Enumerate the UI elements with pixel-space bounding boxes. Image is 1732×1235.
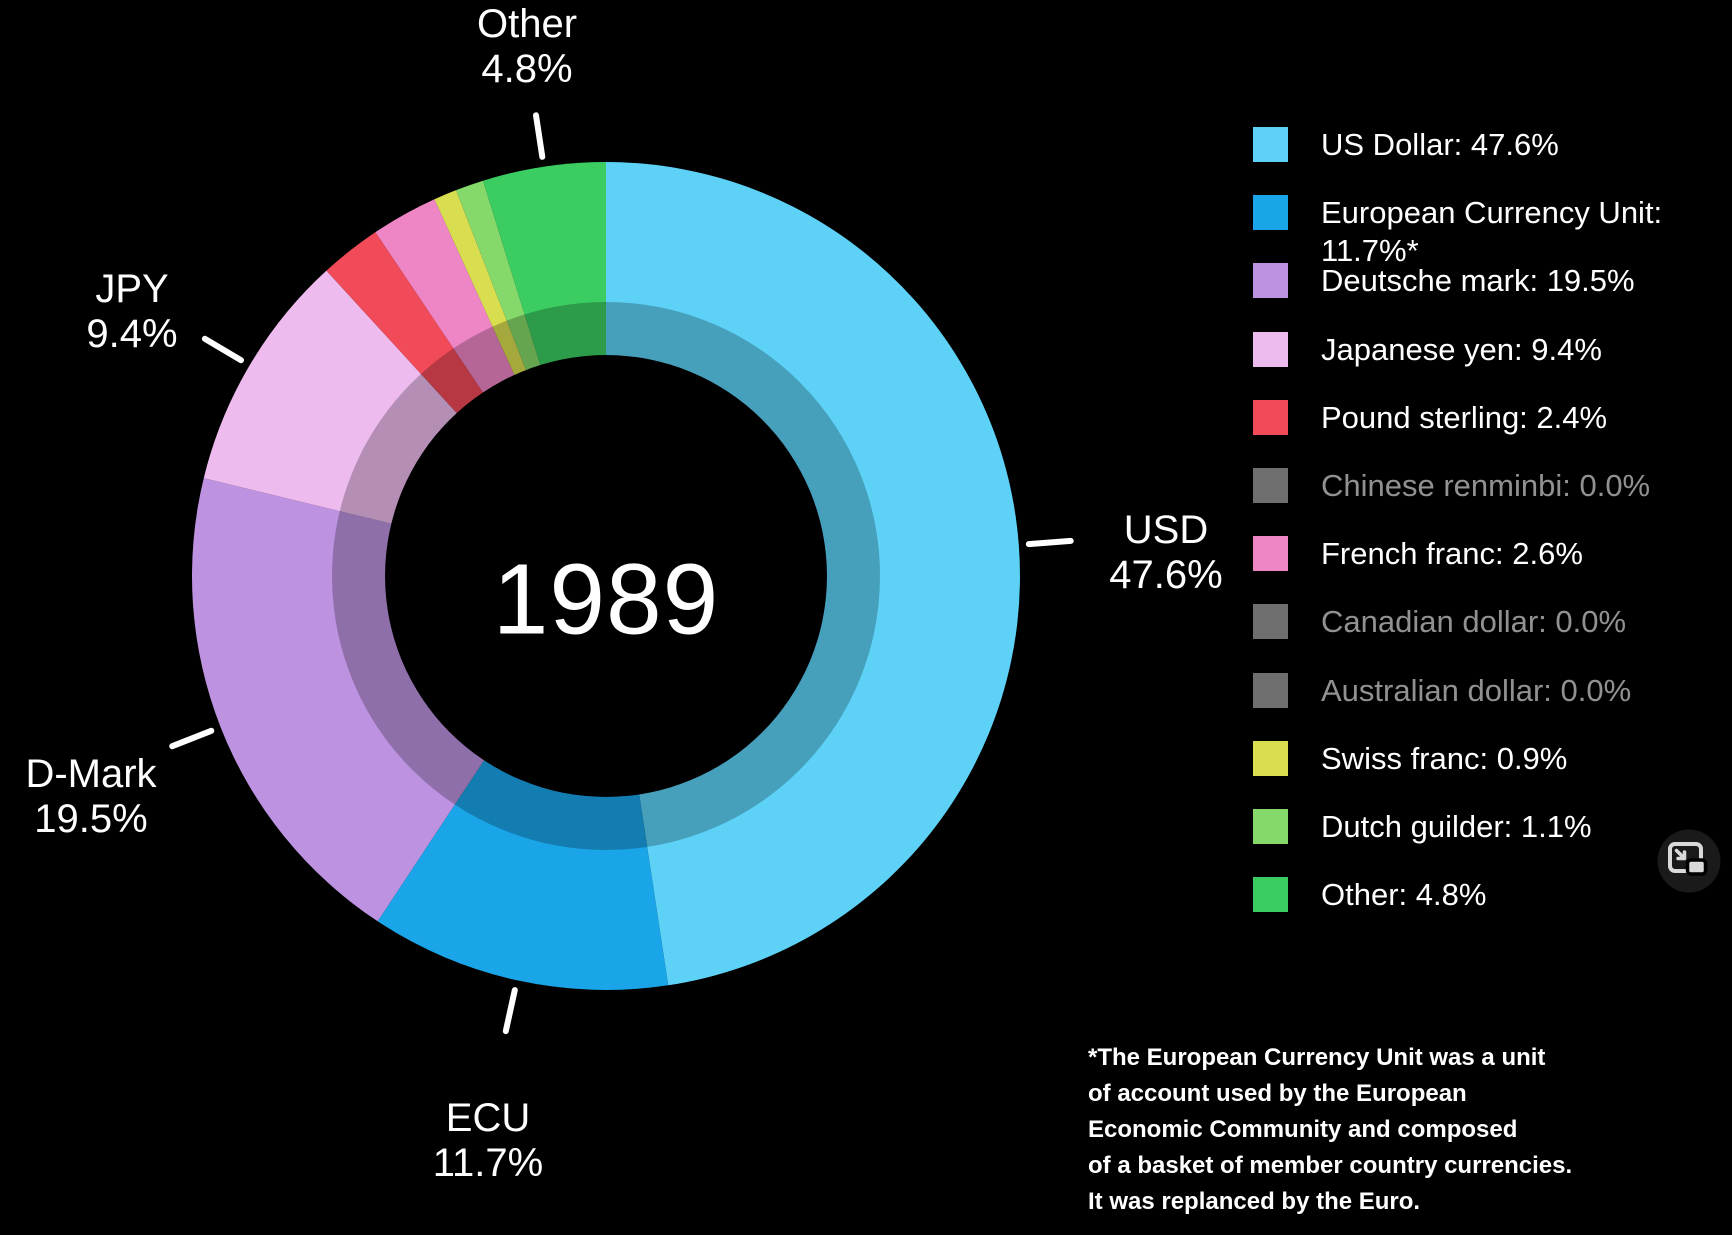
callout-currency-label: JPY [95,267,169,311]
footnote: *The European Currency Unit was a unit of… [1088,1040,1572,1220]
legend-label: French franc: 2.6% [1321,536,1583,571]
footnote-line: *The European Currency Unit was a unit [1088,1044,1546,1071]
legend-swatch-pound-sterling [1253,400,1288,435]
callout-other: Other 4.8% [477,2,577,92]
legend-swatch-japanese-yen [1253,332,1288,367]
callout-japanese-yen: JPY 9.4% [86,267,177,357]
legend-swatch-canadian-dollar [1253,604,1288,639]
legend-label: Deutsche mark: 19.5% [1321,263,1635,298]
legend-label: Australian dollar: 0.0% [1321,673,1632,708]
legend-swatch-european-currency-unit [1253,195,1288,230]
callout-percent-label: 47.6% [1109,553,1223,597]
legend-label: Japanese yen: 9.4% [1321,332,1602,367]
callout-percent-label: 19.5% [34,797,148,841]
callout-percent-label: 11.7% [432,1141,544,1185]
legend-swatch-other [1253,877,1288,912]
callout-tick-deutsche-mark [169,727,215,750]
callout-currency-label: USD [1123,508,1209,552]
inner-ring-shade [332,302,880,850]
callout-tick-european-currency-unit [502,987,518,1035]
donut-hole [385,355,827,797]
legend-label: Other: 4.8% [1321,877,1487,912]
callout-tick-japanese-yen [201,335,244,364]
callout-currency-label: ECU [445,1096,531,1140]
legend-label: European Currency Unit: [1321,195,1663,230]
callout-percent-label: 4.8% [481,47,573,91]
legend-swatch-us-dollar [1253,127,1288,162]
legend-label: 11.7%* [1321,233,1419,268]
callout-percent-label: 9.4% [86,312,178,356]
legend-label: Swiss franc: 0.9% [1321,741,1568,776]
picture-in-picture-icon [1657,829,1721,893]
callout-deutsche-mark: D-Mark 19.5% [25,752,156,842]
legend-label: Dutch guilder: 1.1% [1321,809,1592,844]
footnote-line: of account used by the European [1088,1080,1467,1107]
legend-swatch-french-franc [1253,536,1288,571]
legend-label: US Dollar: 47.6% [1321,127,1559,162]
legend-swatch-deutsche-mark [1253,263,1288,298]
legend-swatch-swiss-franc [1253,741,1288,776]
footnote-line: Economic Community and composed [1088,1116,1518,1143]
pip-button[interactable] [1656,828,1722,894]
callout-currency-label: Other [476,2,578,46]
callout-us-dollar: USD 47.6% [1109,508,1222,598]
callout-tick-us-dollar [1025,537,1074,548]
legend-swatch-dutch-guilder [1253,809,1288,844]
legend-label: Chinese renminbi: 0.0% [1321,468,1651,503]
legend-label: Canadian dollar: 0.0% [1321,604,1627,639]
footnote-line: of a basket of member country currencies… [1088,1152,1573,1179]
callout-european-currency-unit: ECU 11.7% [433,1096,543,1186]
footnote-line: It was replanced by the Euro. [1088,1188,1421,1215]
legend-swatch-australian-dollar [1253,673,1288,708]
legend-swatch-chinese-renminbi [1253,468,1288,503]
callout-tick-other [533,112,546,160]
center-year-label: 1989 [492,543,720,656]
legend-label: Pound sterling: 2.4% [1321,400,1608,435]
callout-currency-label: D-Mark [25,752,157,796]
